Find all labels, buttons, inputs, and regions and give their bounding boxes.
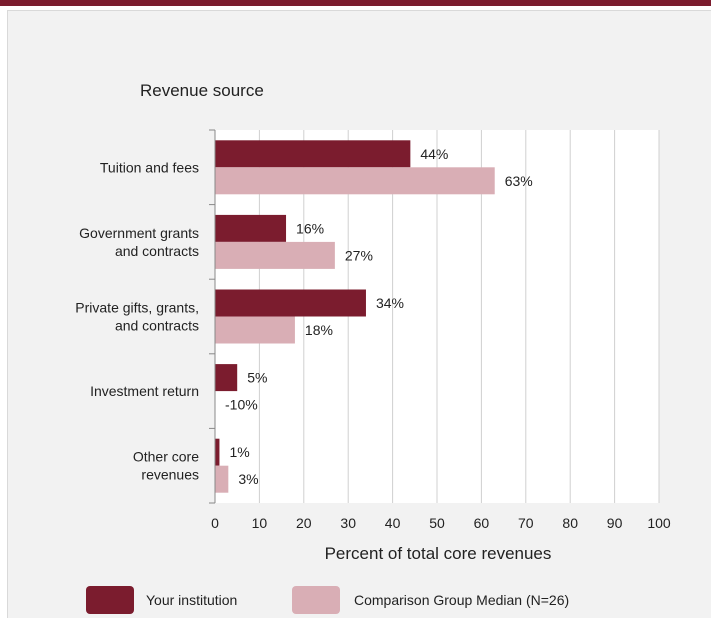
bar-your-institution xyxy=(215,214,287,242)
category-label: and contracts xyxy=(115,243,199,259)
data-label: 34% xyxy=(376,295,404,311)
category-label: Tuition and fees xyxy=(100,159,199,175)
data-label: 44% xyxy=(420,146,448,162)
axes: 0 10 20 30 40 50 60 70 80 90 100 Tuition and fees Go… xyxy=(75,129,671,531)
bar-comparison-median xyxy=(215,167,495,195)
bar-your-institution xyxy=(215,438,220,466)
x-tick-label: 60 xyxy=(474,515,490,531)
data-label: 1% xyxy=(229,444,249,460)
data-label: 27% xyxy=(345,247,373,263)
bar-your-institution xyxy=(215,140,411,168)
x-tick-label: 20 xyxy=(296,515,312,531)
x-tick-label: 50 xyxy=(429,515,445,531)
legend: Your institution Comparison Group Median … xyxy=(86,586,569,614)
category-label: Other core xyxy=(133,449,199,465)
data-label: 18% xyxy=(305,322,333,338)
data-label: 16% xyxy=(296,220,324,236)
x-axis-label: Percent of total core revenues xyxy=(325,544,552,563)
category-label: Private gifts, grants, xyxy=(75,300,199,316)
x-tick-label: 80 xyxy=(562,515,578,531)
x-tick-label: 0 xyxy=(211,515,219,531)
x-tick-label: 30 xyxy=(340,515,356,531)
bar-comparison-median xyxy=(215,465,229,493)
bar-your-institution xyxy=(215,364,238,392)
legend-label: Your institution xyxy=(146,592,237,608)
x-tick-label: 70 xyxy=(518,515,534,531)
top-accent-bar xyxy=(0,0,711,6)
category-label: Government grants xyxy=(79,225,199,241)
x-tick-label: 100 xyxy=(647,515,671,531)
legend-label: Comparison Group Median (N=26) xyxy=(354,592,569,608)
data-label: 3% xyxy=(238,471,258,487)
bar-your-institution xyxy=(215,289,366,317)
bar-comparison-median xyxy=(215,316,295,344)
legend-swatch xyxy=(292,586,340,614)
legend-swatch xyxy=(86,586,134,614)
data-label: 63% xyxy=(505,173,533,189)
x-tick-label: 90 xyxy=(607,515,623,531)
x-tick-label: 40 xyxy=(385,515,401,531)
x-tick-label: 10 xyxy=(252,515,268,531)
category-label: Investment return xyxy=(90,383,199,399)
bar-comparison-median xyxy=(215,241,335,269)
data-label: 5% xyxy=(247,370,267,386)
category-label: revenues xyxy=(141,467,199,483)
chart-title: Revenue source xyxy=(140,81,264,100)
data-label: -10% xyxy=(225,397,258,413)
category-label: and contracts xyxy=(115,318,199,334)
bars: 44% 16% 34% 5% 1% 63% 27% 18% -10% 3% xyxy=(215,140,533,493)
